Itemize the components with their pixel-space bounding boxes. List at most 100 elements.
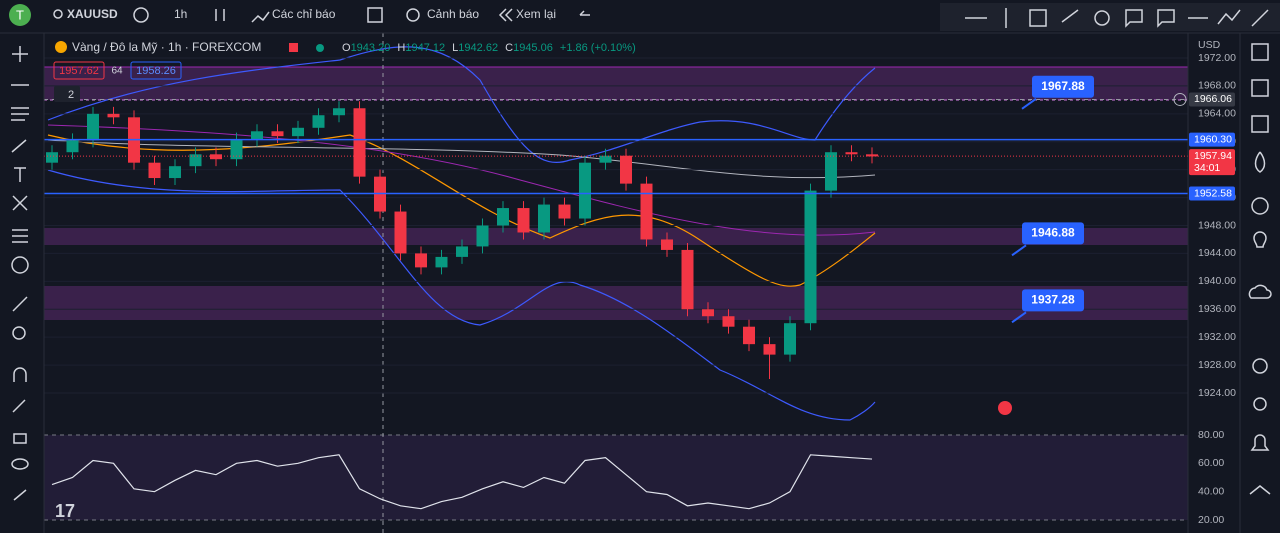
price-tick: 1964.00 xyxy=(1198,108,1236,120)
replay[interactable]: Xem lại xyxy=(516,7,556,21)
rsi-bg xyxy=(44,435,1188,520)
candle-body xyxy=(476,225,489,247)
candle-body xyxy=(763,344,776,355)
search-icon xyxy=(53,9,63,19)
price-axis xyxy=(1188,33,1240,533)
change: +1.86 (+0.10%) xyxy=(560,42,636,54)
price-tag xyxy=(1189,132,1235,147)
candle-body xyxy=(353,108,366,177)
candle-body xyxy=(681,249,694,310)
callout xyxy=(1022,222,1084,245)
symbol[interactable]: XAUUSD xyxy=(67,7,118,21)
interval[interactable]: 1h xyxy=(174,7,187,21)
price-tag xyxy=(1189,92,1235,107)
left-toolbar xyxy=(0,33,44,533)
candle-body xyxy=(394,211,407,254)
candle-body xyxy=(107,113,120,118)
symbol-icon xyxy=(55,41,67,53)
candle-body xyxy=(169,166,181,179)
market-flag xyxy=(289,43,298,52)
candle-body xyxy=(46,152,58,163)
candle-body xyxy=(210,154,222,160)
l-label: L xyxy=(452,42,458,54)
candle-body xyxy=(292,127,304,137)
ask: 1958.26 xyxy=(136,65,176,77)
candle-body xyxy=(558,204,571,219)
candle-body xyxy=(456,246,468,257)
avatar[interactable] xyxy=(9,4,31,26)
candle-body xyxy=(743,326,755,345)
right-toolbar xyxy=(1240,33,1280,533)
price-tick: 1972.00 xyxy=(1198,52,1236,64)
candle-icon[interactable] xyxy=(215,9,225,21)
tv-logo: 17 xyxy=(55,501,75,521)
price-tag xyxy=(1189,186,1235,201)
candle-body xyxy=(271,131,284,137)
callout-label: 1946.88 xyxy=(1031,225,1075,239)
indicator-icon xyxy=(251,11,270,23)
candle-body xyxy=(620,155,632,184)
countdown: 34:01 xyxy=(1194,162,1220,174)
zone xyxy=(44,286,1188,320)
candle-body xyxy=(538,204,550,233)
candle-body xyxy=(415,253,427,268)
price-tick: 1944.00 xyxy=(1198,247,1236,259)
replay-icon xyxy=(498,8,513,22)
side-icons[interactable] xyxy=(1248,43,1272,495)
drawing-icons[interactable] xyxy=(965,8,1269,28)
currency: USD xyxy=(1198,39,1221,51)
candle-body xyxy=(517,208,530,233)
candle-body xyxy=(87,113,99,141)
h: 1947.12 xyxy=(405,42,445,54)
candle-body xyxy=(661,239,673,250)
event-flag[interactable] xyxy=(998,401,1012,415)
candle-body xyxy=(640,183,653,240)
alerts[interactable]: Cảnh báo xyxy=(427,7,479,21)
bollinger-upper xyxy=(47,46,876,164)
price-tick: 1948.00 xyxy=(1198,219,1236,231)
collapsed-count: 2 xyxy=(68,89,74,101)
plus-button xyxy=(1173,92,1187,106)
candle-body xyxy=(579,162,591,219)
spread: 64 xyxy=(111,66,123,77)
add-icon[interactable] xyxy=(133,7,149,23)
price-tag-label: 1966.06 xyxy=(1194,93,1232,105)
candle-body xyxy=(497,208,509,226)
alert-icon xyxy=(406,8,420,22)
price-tag-label: 1957.94 xyxy=(1194,150,1232,162)
o: 1943.20 xyxy=(351,42,391,54)
layout-icon[interactable] xyxy=(367,7,383,23)
candle-body xyxy=(148,162,161,179)
candle-body xyxy=(722,316,735,327)
zone xyxy=(44,228,1188,245)
candle-body xyxy=(825,152,837,191)
c: 1945.06 xyxy=(513,42,553,54)
rsi-tick: 20.00 xyxy=(1198,514,1224,526)
candle-body xyxy=(333,108,345,116)
h-label: H xyxy=(397,42,405,54)
bid-box[interactable] xyxy=(53,61,105,80)
callout-label: 1937.28 xyxy=(1031,292,1075,306)
undo[interactable] xyxy=(579,10,590,16)
price-tag-label: 1952.58 xyxy=(1194,187,1232,199)
avatar-letter: T xyxy=(16,7,24,22)
collapse-box[interactable] xyxy=(54,86,80,102)
ask-box[interactable] xyxy=(130,61,182,80)
price-tick: 1936.00 xyxy=(1198,303,1236,315)
moving-average xyxy=(47,124,876,236)
legend-title: Vàng / Đô la Mỹ · 1h · FOREXCOM xyxy=(72,40,261,54)
callout xyxy=(1022,289,1084,312)
bid: 1957.62 xyxy=(59,65,99,77)
price-tick: 1932.00 xyxy=(1198,331,1236,343)
candle-body xyxy=(66,140,79,153)
callout-pointer xyxy=(1021,97,1037,110)
candle-body xyxy=(251,131,263,140)
tool-icons[interactable] xyxy=(11,46,29,501)
candle-body xyxy=(312,115,325,128)
ohlc: O1943.20 H1947.12 L1942.62 C1945.06 +1.8… xyxy=(342,42,636,54)
price-tick: 1928.00 xyxy=(1198,359,1236,371)
indicators[interactable]: Các chỉ báo xyxy=(272,7,336,21)
price-tag-label: 1960.30 xyxy=(1194,133,1232,145)
